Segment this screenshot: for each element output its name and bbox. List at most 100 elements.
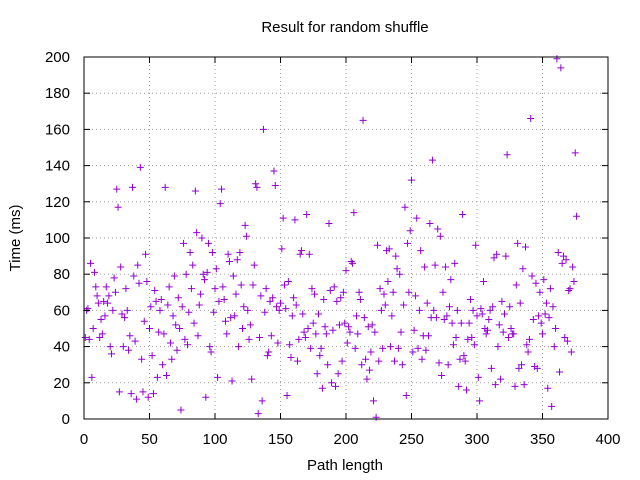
data-point bbox=[439, 288, 447, 296]
data-point bbox=[236, 248, 244, 256]
data-point bbox=[212, 265, 220, 273]
data-point bbox=[536, 288, 544, 296]
data-point bbox=[372, 413, 380, 421]
data-point bbox=[520, 381, 528, 389]
data-point bbox=[524, 348, 532, 356]
data-point bbox=[316, 352, 324, 360]
data-point bbox=[401, 203, 409, 211]
data-point bbox=[102, 283, 110, 291]
data-point bbox=[165, 283, 173, 291]
x-tick-label: 250 bbox=[399, 431, 424, 448]
data-point bbox=[81, 334, 89, 342]
data-point bbox=[546, 285, 554, 293]
data-point bbox=[333, 297, 341, 305]
data-point bbox=[278, 245, 286, 253]
data-point bbox=[308, 285, 316, 293]
data-point bbox=[244, 306, 252, 314]
data-point bbox=[491, 381, 499, 389]
data-point bbox=[214, 373, 222, 381]
data-point bbox=[562, 256, 570, 264]
data-point bbox=[197, 290, 205, 298]
data-point bbox=[314, 310, 322, 318]
data-points bbox=[81, 55, 581, 421]
data-point bbox=[183, 341, 191, 349]
data-point bbox=[445, 303, 453, 311]
data-point bbox=[459, 210, 467, 218]
data-point bbox=[210, 308, 218, 316]
data-point bbox=[493, 250, 501, 258]
data-point bbox=[461, 357, 469, 365]
data-point bbox=[480, 277, 488, 285]
data-point bbox=[360, 314, 368, 322]
data-point bbox=[497, 375, 505, 383]
data-point bbox=[307, 344, 315, 352]
y-axis-title: Time (ms) bbox=[7, 205, 24, 272]
data-point bbox=[283, 391, 291, 399]
data-point bbox=[566, 285, 574, 293]
y-tick-label: 180 bbox=[45, 85, 70, 102]
data-point bbox=[338, 357, 346, 365]
data-point bbox=[125, 346, 133, 354]
data-point bbox=[525, 335, 533, 343]
data-point bbox=[232, 290, 240, 298]
data-point bbox=[297, 247, 305, 255]
data-point bbox=[371, 328, 379, 336]
y-tick-label: 100 bbox=[45, 230, 70, 247]
data-point bbox=[432, 314, 440, 322]
data-point bbox=[438, 372, 446, 380]
data-point bbox=[119, 343, 127, 351]
data-point bbox=[121, 314, 129, 322]
data-point bbox=[408, 176, 415, 184]
data-point bbox=[269, 294, 277, 302]
data-point bbox=[295, 335, 303, 343]
data-point bbox=[299, 310, 307, 318]
data-point bbox=[557, 64, 565, 72]
data-point bbox=[510, 330, 518, 338]
data-point bbox=[118, 310, 126, 318]
data-point bbox=[231, 312, 239, 320]
data-point bbox=[146, 325, 153, 332]
data-point bbox=[426, 220, 434, 228]
data-point bbox=[242, 232, 250, 240]
data-point bbox=[556, 368, 564, 376]
data-point bbox=[187, 285, 195, 293]
data-point bbox=[108, 350, 116, 358]
data-point bbox=[246, 321, 254, 329]
data-point bbox=[101, 312, 109, 320]
data-point bbox=[110, 274, 118, 282]
data-point bbox=[490, 254, 498, 262]
data-point bbox=[313, 370, 321, 378]
data-point bbox=[229, 272, 237, 280]
data-point bbox=[248, 375, 256, 383]
data-point bbox=[499, 328, 507, 336]
data-point bbox=[240, 303, 248, 311]
data-point bbox=[347, 258, 355, 266]
data-point bbox=[223, 330, 231, 338]
data-point bbox=[472, 241, 480, 249]
data-point bbox=[529, 315, 537, 323]
data-point bbox=[274, 339, 282, 347]
data-point bbox=[139, 388, 147, 396]
data-point bbox=[473, 312, 481, 320]
data-point bbox=[561, 334, 569, 342]
data-point bbox=[422, 346, 430, 354]
data-point bbox=[173, 346, 181, 354]
data-point bbox=[558, 259, 566, 267]
data-point bbox=[476, 397, 484, 405]
x-tick-label: 400 bbox=[595, 431, 620, 448]
data-point bbox=[507, 325, 515, 332]
data-point bbox=[563, 337, 571, 345]
data-point bbox=[411, 292, 419, 300]
data-point bbox=[291, 216, 299, 224]
y-tick-label: 200 bbox=[45, 49, 70, 66]
data-point bbox=[128, 183, 136, 191]
data-point bbox=[503, 151, 511, 159]
data-point bbox=[392, 252, 400, 260]
data-point bbox=[182, 270, 190, 278]
data-point bbox=[263, 352, 271, 360]
data-point bbox=[220, 296, 228, 304]
data-point bbox=[413, 214, 421, 222]
data-point bbox=[498, 297, 506, 305]
data-point bbox=[394, 344, 402, 352]
data-point bbox=[321, 323, 329, 331]
